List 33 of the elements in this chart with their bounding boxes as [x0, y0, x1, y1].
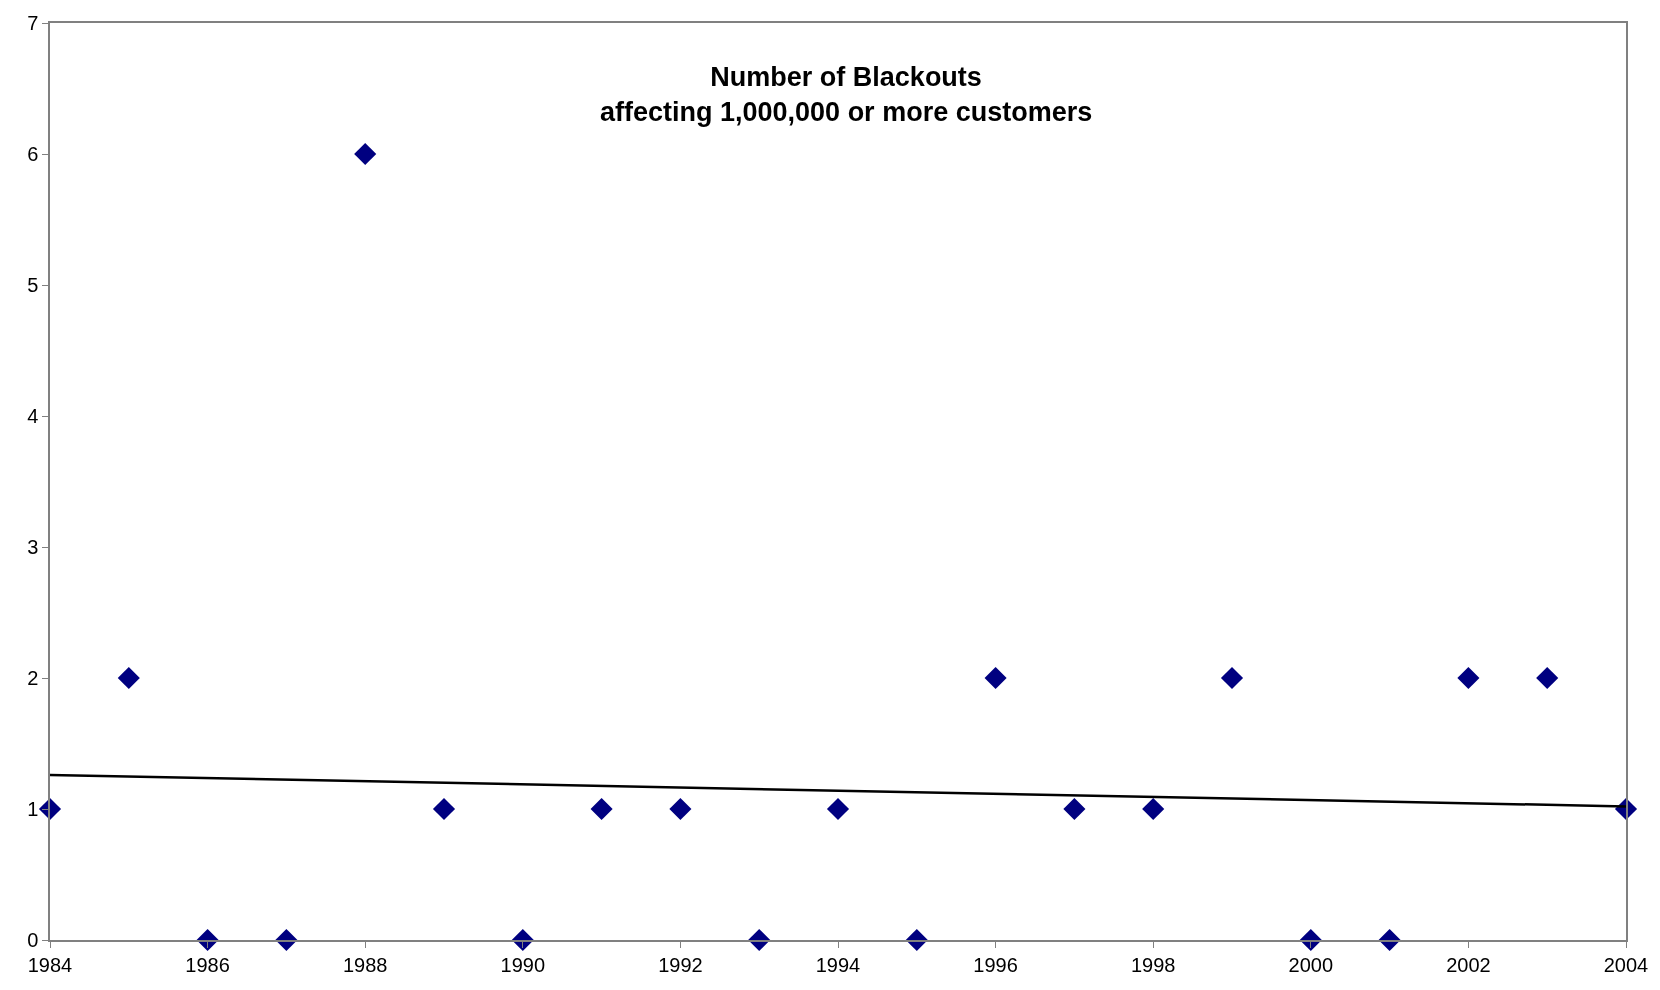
point: [354, 142, 377, 166]
point: [1457, 666, 1480, 690]
y-tick-label: 2: [27, 667, 39, 689]
point: [117, 666, 140, 690]
x-tick-label: 1994: [815, 953, 861, 976]
point: [669, 797, 692, 821]
x-tick-label: 1984: [27, 953, 73, 976]
x-tick-label: 1998: [1130, 953, 1176, 976]
y-tick-label: 1: [27, 798, 39, 820]
point: [826, 797, 850, 821]
y-tick-label: 5: [27, 274, 39, 296]
x-tick-label: 2004: [1603, 953, 1649, 976]
point: [1220, 666, 1244, 690]
point: [590, 797, 613, 821]
y-tick-label: 7: [27, 12, 39, 34]
y-tick-label: 6: [27, 143, 39, 165]
x-tick-label: 1986: [185, 953, 230, 976]
x-tick-label: 1996: [973, 953, 1018, 976]
point: [1142, 797, 1165, 821]
x-tick-label: 2000: [1288, 953, 1334, 976]
y-tick-label: 0: [27, 929, 39, 951]
x-tick-label: 2002: [1446, 953, 1491, 976]
x-tick-label: 1990: [500, 953, 546, 976]
text: Number of Blackouts affecting 1,000,000 or more customers: [600, 62, 1093, 128]
x-tick-label: 1988: [342, 953, 388, 976]
point: [38, 797, 62, 821]
x-tick-label: 1992: [658, 953, 703, 976]
y-tick-label: 4: [27, 405, 39, 427]
point: [1536, 666, 1559, 690]
y-tick-label: 3: [27, 536, 39, 558]
point: [1063, 797, 1086, 821]
point: [984, 666, 1007, 690]
point: [432, 797, 456, 821]
